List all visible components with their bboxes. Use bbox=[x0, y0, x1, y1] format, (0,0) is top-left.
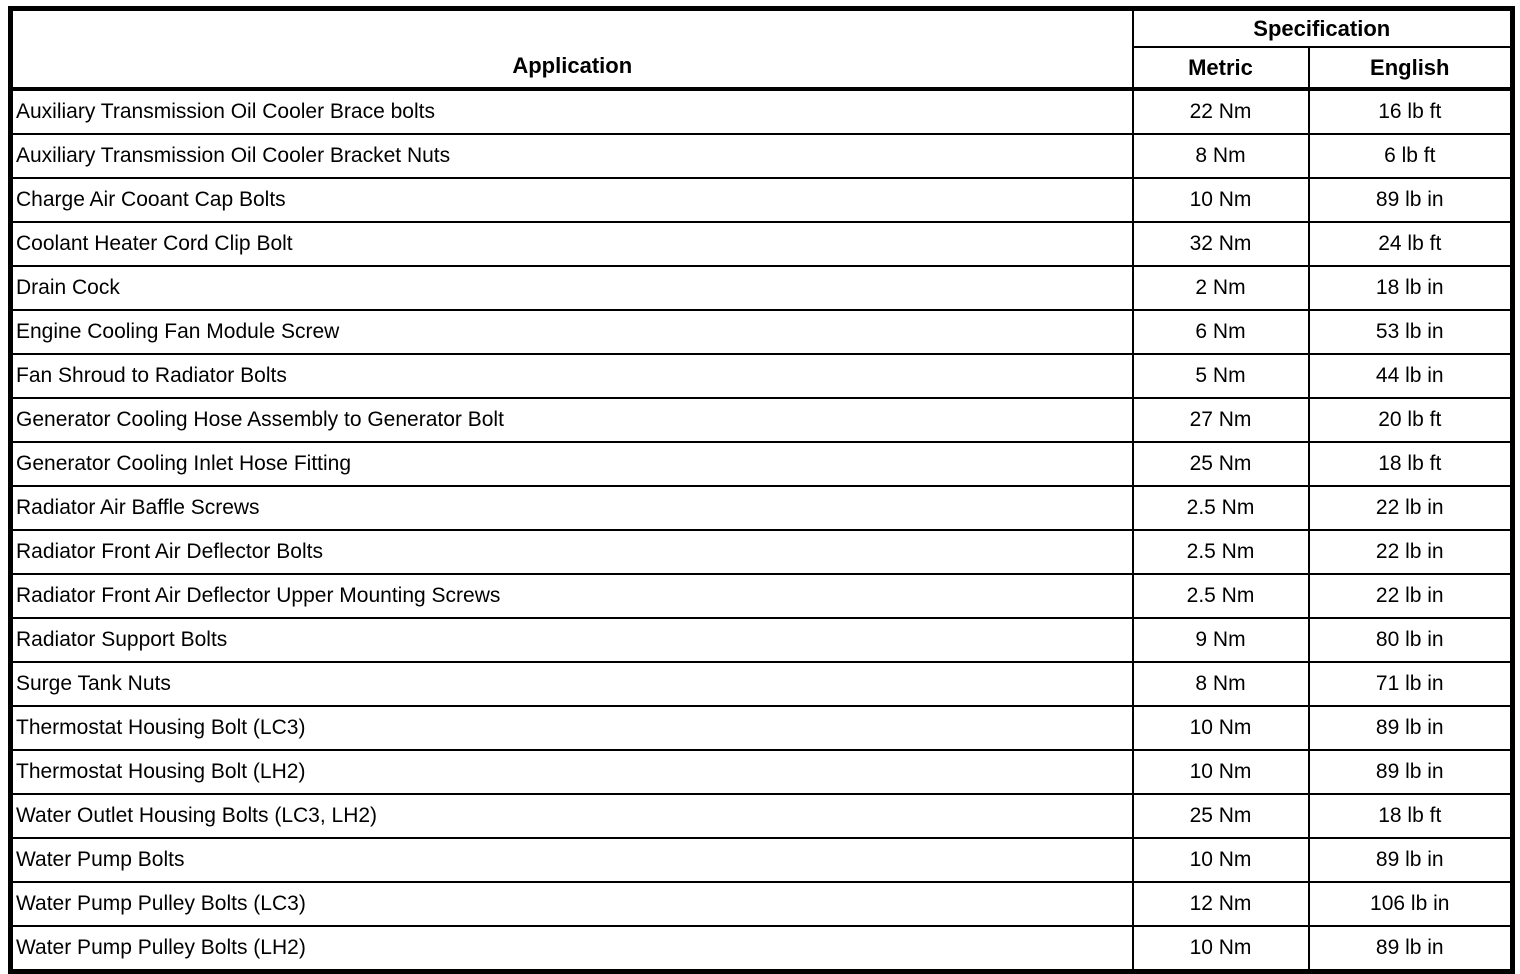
english-value-cell: 6 lb ft bbox=[1307, 133, 1514, 179]
application-cell: Water Pump Bolts bbox=[9, 837, 1134, 883]
metric-value-cell: 27 Nm bbox=[1131, 397, 1310, 443]
metric-value-cell: 10 Nm bbox=[1131, 749, 1310, 795]
application-cell: Radiator Front Air Deflector Upper Mount… bbox=[9, 573, 1134, 619]
metric-value-cell: 32 Nm bbox=[1131, 221, 1310, 267]
metric-value-cell: 8 Nm bbox=[1131, 133, 1310, 179]
english-value-cell: 22 lb in bbox=[1307, 529, 1514, 575]
english-value-cell: 89 lb in bbox=[1307, 749, 1514, 795]
table-row: Thermostat Housing Bolt (LH2) 10 Nm 89 lb … bbox=[9, 749, 1514, 795]
application-cell: Surge Tank Nuts bbox=[9, 661, 1134, 707]
metric-value-cell: 12 Nm bbox=[1131, 881, 1310, 927]
table-row: Engine Cooling Fan Module Screw 6 Nm 53 lb… bbox=[9, 309, 1514, 355]
table-row: Charge Air Cooant Cap Bolts 10 Nm 89 lb in bbox=[9, 177, 1514, 223]
table-row: Surge Tank Nuts 8 Nm 71 lb in bbox=[9, 661, 1514, 707]
table-row: Radiator Air Baffle Screws 2.5 Nm 22 lb in bbox=[9, 485, 1514, 531]
english-value-cell: 22 lb in bbox=[1307, 485, 1514, 531]
metric-value-cell: 25 Nm bbox=[1131, 793, 1310, 839]
metric-value-cell: 2.5 Nm bbox=[1131, 485, 1310, 531]
metric-value-cell: 25 Nm bbox=[1131, 441, 1310, 487]
english-value-cell: 24 lb ft bbox=[1307, 221, 1514, 267]
application-cell: Water Pump Pulley Bolts (LC3) bbox=[9, 881, 1134, 927]
english-value-cell: 16 lb ft bbox=[1307, 88, 1514, 135]
english-value-cell: 80 lb in bbox=[1307, 617, 1514, 663]
english-value-cell: 22 lb in bbox=[1307, 573, 1514, 619]
table-row: Radiator Front Air Deflector Upper Mount… bbox=[9, 573, 1514, 619]
metric-value-cell: 22 Nm bbox=[1131, 88, 1310, 135]
application-cell: Coolant Heater Cord Clip Bolt bbox=[9, 221, 1134, 267]
fastener-specifications-page: Application Specification Metric English… bbox=[8, 6, 1516, 974]
application-cell: Water Outlet Housing Bolts (LC3, LH2) bbox=[9, 793, 1134, 839]
english-column-header: English bbox=[1307, 46, 1514, 90]
table-row: Radiator Front Air Deflector Bolts 2.5 Nm… bbox=[9, 529, 1514, 575]
application-cell: Engine Cooling Fan Module Screw bbox=[9, 309, 1134, 355]
application-cell: Auxiliary Transmission Oil Cooler Bracke… bbox=[9, 133, 1134, 179]
application-cell: Water Pump Pulley Bolts (LH2) bbox=[9, 925, 1134, 973]
table-row: Radiator Support Bolts 9 Nm 80 lb in bbox=[9, 617, 1514, 663]
table-row: Fan Shroud to Radiator Bolts 5 Nm 44 lb in bbox=[9, 353, 1514, 399]
english-value-cell: 89 lb in bbox=[1307, 705, 1514, 751]
application-cell: Radiator Support Bolts bbox=[9, 617, 1134, 663]
english-value-cell: 18 lb in bbox=[1307, 265, 1514, 311]
table-row: Generator Cooling Hose Assembly to Gener… bbox=[9, 397, 1514, 443]
table-row: Coolant Heater Cord Clip Bolt 32 Nm 24 lb … bbox=[9, 221, 1514, 267]
application-cell: Drain Cock bbox=[9, 265, 1134, 311]
table-row: Generator Cooling Inlet Hose Fitting 25 N… bbox=[9, 441, 1514, 487]
metric-value-cell: 9 Nm bbox=[1131, 617, 1310, 663]
metric-value-cell: 10 Nm bbox=[1131, 837, 1310, 883]
table-row: Water Pump Pulley Bolts (LC3) 12 Nm 106 lb… bbox=[9, 881, 1514, 927]
application-column-header: Application bbox=[9, 7, 1134, 90]
english-value-cell: 18 lb ft bbox=[1307, 793, 1514, 839]
application-cell: Radiator Air Baffle Screws bbox=[9, 485, 1134, 531]
table-row: Drain Cock 2 Nm 18 lb in bbox=[9, 265, 1514, 311]
table-row: Thermostat Housing Bolt (LC3) 10 Nm 89 lb … bbox=[9, 705, 1514, 751]
english-value-cell: 20 lb ft bbox=[1307, 397, 1514, 443]
english-value-cell: 89 lb in bbox=[1307, 177, 1514, 223]
english-value-cell: 71 lb in bbox=[1307, 661, 1514, 707]
table-row: Auxiliary Transmission Oil Cooler Brace … bbox=[9, 88, 1514, 135]
metric-value-cell: 8 Nm bbox=[1131, 661, 1310, 707]
application-cell: Charge Air Cooant Cap Bolts bbox=[9, 177, 1134, 223]
metric-value-cell: 6 Nm bbox=[1131, 309, 1310, 355]
english-value-cell: 18 lb ft bbox=[1307, 441, 1514, 487]
application-cell: Auxiliary Transmission Oil Cooler Brace … bbox=[9, 88, 1134, 135]
application-cell: Fan Shroud to Radiator Bolts bbox=[9, 353, 1134, 399]
table-row: Auxiliary Transmission Oil Cooler Bracke… bbox=[9, 133, 1514, 179]
metric-column-header: Metric bbox=[1131, 46, 1310, 90]
table-body: Auxiliary Transmission Oil Cooler Brace … bbox=[9, 88, 1514, 973]
specification-group-header: Specification bbox=[1131, 7, 1514, 48]
table-row: Water Pump Pulley Bolts (LH2) 10 Nm 89 lb … bbox=[9, 925, 1514, 973]
application-cell: Thermostat Housing Bolt (LC3) bbox=[9, 705, 1134, 751]
application-cell: Generator Cooling Hose Assembly to Gener… bbox=[9, 397, 1134, 443]
metric-value-cell: 10 Nm bbox=[1131, 177, 1310, 223]
metric-value-cell: 10 Nm bbox=[1131, 705, 1310, 751]
fastener-specifications-table: Application Specification Metric English… bbox=[8, 6, 1516, 974]
table-header: Application Specification Metric English bbox=[9, 7, 1514, 90]
metric-value-cell: 10 Nm bbox=[1131, 925, 1310, 973]
header-row-group: Application Specification bbox=[9, 7, 1514, 90]
application-cell: Radiator Front Air Deflector Bolts bbox=[9, 529, 1134, 575]
english-value-cell: 89 lb in bbox=[1307, 837, 1514, 883]
table-row: Water Pump Bolts 10 Nm 89 lb in bbox=[9, 837, 1514, 883]
metric-value-cell: 5 Nm bbox=[1131, 353, 1310, 399]
english-value-cell: 106 lb in bbox=[1307, 881, 1514, 927]
english-value-cell: 89 lb in bbox=[1307, 925, 1514, 973]
metric-value-cell: 2.5 Nm bbox=[1131, 573, 1310, 619]
metric-value-cell: 2 Nm bbox=[1131, 265, 1310, 311]
header-row-units: Metric English bbox=[11, 46, 1514, 90]
table-row: Water Outlet Housing Bolts (LC3, LH2) 25 … bbox=[9, 793, 1514, 839]
metric-value-cell: 2.5 Nm bbox=[1131, 529, 1310, 575]
application-cell: Generator Cooling Inlet Hose Fitting bbox=[9, 441, 1134, 487]
application-cell: Thermostat Housing Bolt (LH2) bbox=[9, 749, 1134, 795]
english-value-cell: 53 lb in bbox=[1307, 309, 1514, 355]
english-value-cell: 44 lb in bbox=[1307, 353, 1514, 399]
